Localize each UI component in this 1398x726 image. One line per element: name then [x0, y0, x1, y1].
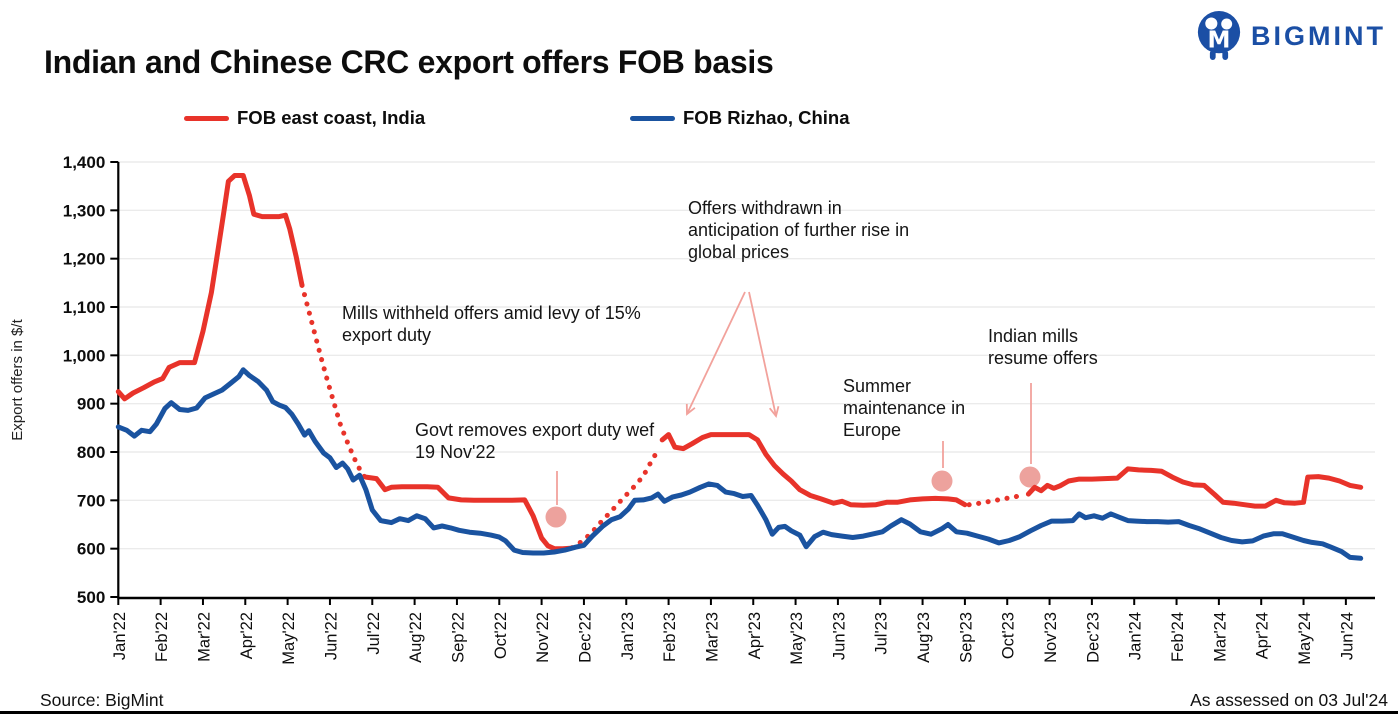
page-title: Indian and Chinese CRC export offers FOB…	[44, 44, 774, 80]
x-month-label: Jan'22	[111, 612, 129, 660]
legend-swatch-china	[630, 115, 675, 121]
x-month-label: Apr'24	[1254, 612, 1272, 659]
x-month-label: Apr'22	[238, 612, 256, 659]
x-month-label: Sep'23	[957, 612, 975, 663]
series-line-india	[1025, 466, 1364, 509]
x-month-label: Oct'22	[492, 612, 510, 659]
legend-swatch-india	[184, 115, 229, 121]
y-tick-label: 600	[77, 540, 105, 559]
series-line-india	[966, 493, 1025, 508]
annotation-dot	[545, 506, 567, 528]
y-tick-label: 1,100	[63, 298, 106, 317]
x-month-label: Nov'22	[534, 612, 552, 663]
annotation-offers-withdrawn: Offers withdrawn in anticipation of furt…	[688, 198, 910, 262]
series-line-india	[659, 432, 968, 508]
y-tick-label: 700	[77, 491, 105, 510]
x-month-label: May'23	[788, 612, 806, 665]
y-tick-label: 1,400	[63, 153, 106, 172]
x-month-label: Nov'23	[1042, 612, 1060, 663]
x-month-label: Jun'24	[1338, 612, 1356, 660]
series-line-china	[115, 367, 1364, 561]
bigmint-logo: M BIGMINT	[1195, 8, 1386, 64]
y-tick-label: 1,300	[63, 201, 106, 220]
y-tick-label: 1,200	[63, 250, 106, 269]
x-month-label: Jun'23	[830, 612, 848, 660]
x-month-label: May'22	[280, 612, 298, 665]
legend-label-india: FOB east coast, India	[237, 107, 426, 128]
x-month-label: Mar'22	[195, 612, 213, 662]
y-axis-title: Export offers in $/t	[9, 318, 26, 440]
annotation-arrow	[748, 291, 780, 418]
x-month-label: Mar'24	[1211, 612, 1229, 662]
series-line-india	[363, 474, 573, 552]
assessed-date-note: As assessed on 03 Jul'24	[1190, 690, 1388, 710]
x-month-label: Jan'24	[1127, 612, 1145, 660]
annotation-indian-mills-resume: Indian mills resume offers	[988, 326, 1098, 368]
bigmint-logo-text: BIGMINT	[1251, 20, 1386, 51]
svg-text:M: M	[1208, 28, 1231, 54]
y-tick-label: 500	[77, 588, 105, 607]
x-month-label: Feb'24	[1169, 612, 1187, 662]
x-month-label: Dec'23	[1084, 612, 1102, 663]
x-month-label: Jul'22	[365, 612, 383, 655]
y-tick-label: 900	[77, 395, 105, 414]
legend-label-china: FOB Rizhao, China	[683, 107, 850, 128]
annotation-govt-removes-duty: Govt removes export duty wef 19 Nov'22	[415, 420, 655, 462]
x-month-label: Aug'23	[915, 612, 933, 663]
x-month-label: Feb'23	[661, 612, 679, 662]
series-line-india	[299, 282, 368, 480]
y-tick-label: 800	[77, 443, 105, 462]
x-month-label: Mar'23	[703, 612, 721, 662]
x-month-label: Jan'23	[619, 612, 637, 660]
bottom-divider	[0, 711, 1398, 714]
source-note: Source: BigMint	[40, 690, 164, 710]
x-month-label: Oct'23	[1000, 612, 1018, 659]
legend-item-india: FOB east coast, India	[184, 107, 425, 129]
x-month-label: Dec'22	[576, 612, 594, 663]
y-tick-label: 1,000	[63, 346, 106, 365]
bigmint-logo-icon: M	[1197, 11, 1241, 60]
annotation-dot	[1019, 466, 1041, 488]
annotation-arrow	[685, 291, 746, 416]
x-month-label: May'24	[1296, 612, 1314, 665]
series-line-india	[115, 173, 305, 402]
annotation-dot	[931, 470, 953, 492]
x-month-label: Apr'23	[746, 612, 764, 659]
legend-item-china: FOB Rizhao, China	[630, 107, 850, 129]
x-month-label: Sep'22	[449, 612, 467, 663]
x-month-label: Jun'22	[322, 612, 340, 660]
annotation-summer-maintenance: Summer maintenance in Europe	[843, 376, 966, 440]
annotation-mills-withheld: Mills withheld offers amid levy of 15% e…	[342, 303, 641, 345]
x-month-label: Jul'23	[873, 612, 891, 655]
x-month-label: Aug'22	[407, 612, 425, 663]
x-month-label: Feb'22	[153, 612, 171, 662]
